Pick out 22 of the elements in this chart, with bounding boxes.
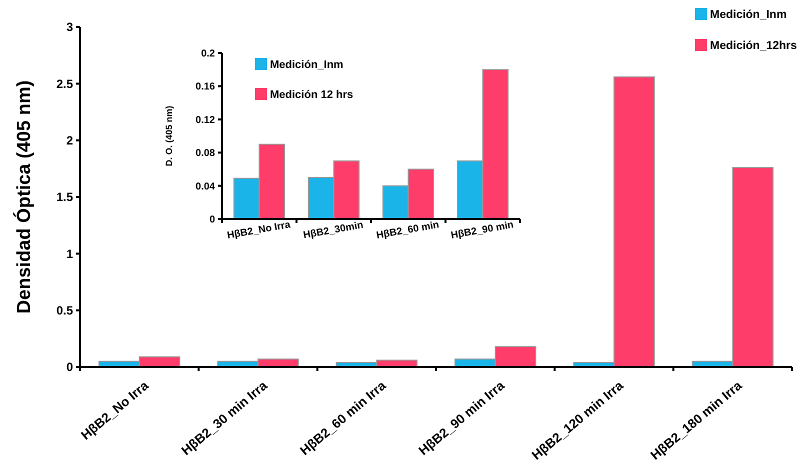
y-tick-label: 2: [66, 134, 74, 148]
legend-label: Medición_Inm: [270, 58, 344, 71]
x-tick-label: HβB2_90 min: [450, 220, 514, 242]
y-tick-label: 0.2: [201, 48, 216, 60]
x-tick-label: HβB2_No Irra: [226, 220, 292, 242]
y-tick-label: 0.5: [56, 304, 74, 318]
x-tick-label: HβB2_60 min: [376, 220, 440, 242]
y-tick-label: 0.04: [196, 181, 216, 192]
y-tick-label: 0: [66, 360, 74, 374]
y-tick-label: 1.5: [56, 190, 74, 204]
y-tick-label: 0.08: [196, 148, 216, 160]
legend-label: Medición 12 hrs: [270, 88, 354, 101]
y-tick-label: 0.12: [196, 114, 216, 126]
y-axis-title: D. O. (405 nm): [164, 106, 174, 166]
y-axis-title: Densidad Óptica (405 nm): [13, 80, 35, 314]
y-tick-label: 3: [66, 20, 74, 34]
y-tick-label: 1: [66, 246, 74, 261]
legend-label: Medición_Inm: [710, 9, 787, 22]
y-tick-label: 0: [209, 214, 216, 226]
y-tick-label: 0.16: [196, 82, 216, 93]
legend-label: Medición_12hrs: [710, 40, 797, 52]
y-tick-label: 2.5: [56, 76, 74, 91]
